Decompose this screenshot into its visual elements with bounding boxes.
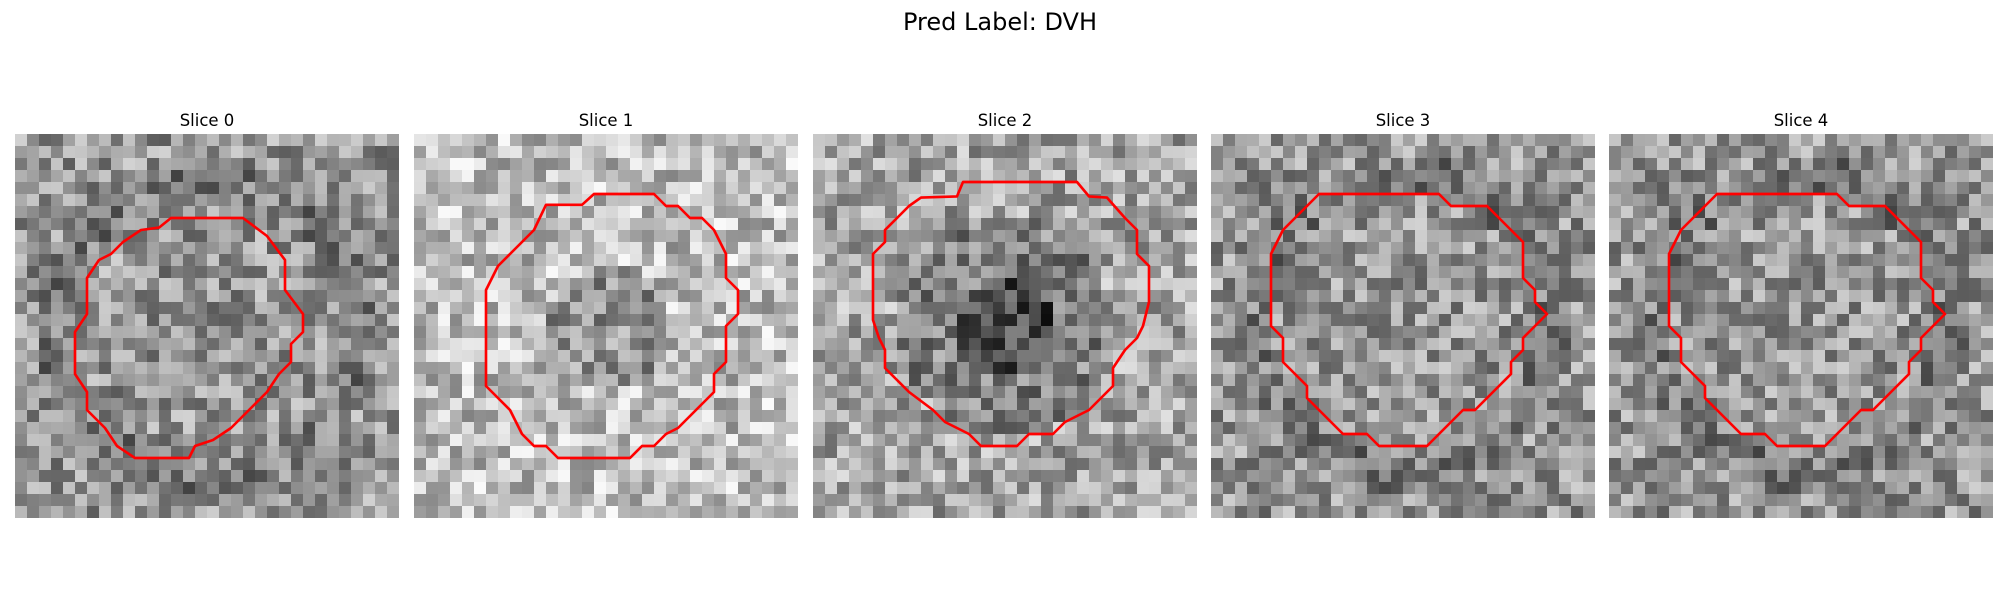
segmentation-contour [484, 192, 740, 460]
slice-title-0: Slice 0 [179, 111, 235, 130]
slice-panel-0: Slice 0 [15, 108, 399, 518]
slice-image-0 [15, 134, 399, 518]
slice-image-2 [813, 134, 1197, 518]
slice-image-3 [1211, 134, 1595, 518]
segmentation-contour [1269, 192, 1549, 448]
segmentation-contour [871, 180, 1151, 448]
slice-panel-4: Slice 4 [1609, 108, 1993, 518]
segmentation-contour [1667, 192, 1947, 448]
pixel-grid [414, 134, 798, 518]
slice-panel-1: Slice 1 [414, 108, 798, 518]
pixel-grid [15, 134, 399, 518]
segmentation-contour [73, 216, 305, 460]
slice-title-1: Slice 1 [578, 111, 634, 130]
slice-title-3: Slice 3 [1375, 111, 1431, 130]
slice-image-4 [1609, 134, 1993, 518]
pixel-grid [813, 134, 1197, 518]
slice-panel-3: Slice 3 [1211, 108, 1595, 518]
slice-title-2: Slice 2 [977, 111, 1033, 130]
slice-title-4: Slice 4 [1773, 111, 1829, 130]
pixel-grid [1609, 134, 1993, 518]
figure-title: Pred Label: DVH [902, 8, 1097, 36]
slice-panel-2: Slice 2 [813, 108, 1197, 518]
slice-image-1 [414, 134, 798, 518]
pixel-grid [1211, 134, 1595, 518]
